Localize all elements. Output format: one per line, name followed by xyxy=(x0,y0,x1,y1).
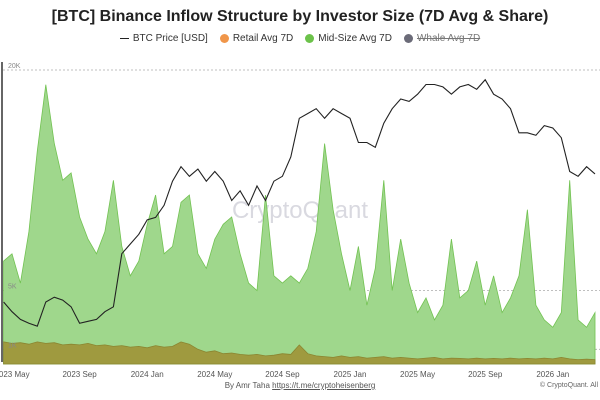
line-icon xyxy=(119,37,129,40)
x-tick-label: 2025 May xyxy=(400,370,435,379)
legend: BTC Price [USD] Retail Avg 7D Mid-Size A… xyxy=(0,33,600,44)
legend-label: Mid-Size Avg 7D xyxy=(318,33,392,44)
legend-label: BTC Price [USD] xyxy=(132,33,208,44)
x-tick-label: 2024 Sep xyxy=(265,370,300,379)
footer: By Amr Taha https://t.me/cryptoheisenber… xyxy=(0,381,600,390)
x-tick-label: 2026 Jan xyxy=(536,370,569,379)
x-tick-label: 2023 May xyxy=(0,370,30,379)
author-link[interactable]: https://t.me/cryptoheisenberg xyxy=(272,381,376,390)
x-tick-label: 2025 Jan xyxy=(334,370,367,379)
chart-title: [BTC] Binance Inflow Structure by Invest… xyxy=(51,8,549,25)
x-tick-label: 2024 Jan xyxy=(131,370,164,379)
dot-icon xyxy=(305,34,315,43)
btc-price-line xyxy=(3,78,596,327)
y-tick-label: 1K xyxy=(8,342,17,349)
mid-size-area xyxy=(3,84,596,365)
copyright: © CryptoQuant. All xyxy=(539,382,598,389)
legend-item-btc-price[interactable]: BTC Price [USD] xyxy=(119,33,208,44)
retail-area xyxy=(3,341,596,365)
author: By Amr Taha xyxy=(224,381,270,390)
dot-icon xyxy=(403,34,413,43)
watermark: CryptoQuant xyxy=(232,197,368,224)
y-tick-label: 20K xyxy=(8,63,21,70)
y-tick-label: 5K xyxy=(8,284,17,291)
dot-icon xyxy=(219,34,229,43)
legend-item-mid-size[interactable]: Mid-Size Avg 7D xyxy=(305,33,392,44)
x-tick-label: 2025 Sep xyxy=(468,370,503,379)
x-tick-label: 2024 May xyxy=(197,370,232,379)
legend-item-retail[interactable]: Retail Avg 7D xyxy=(219,33,294,44)
x-tick-label: 2023 Sep xyxy=(62,370,97,379)
legend-label: Whale Avg 7D xyxy=(416,33,481,44)
legend-item-whale[interactable]: Whale Avg 7D xyxy=(403,33,481,44)
legend-label: Retail Avg 7D xyxy=(232,33,294,44)
